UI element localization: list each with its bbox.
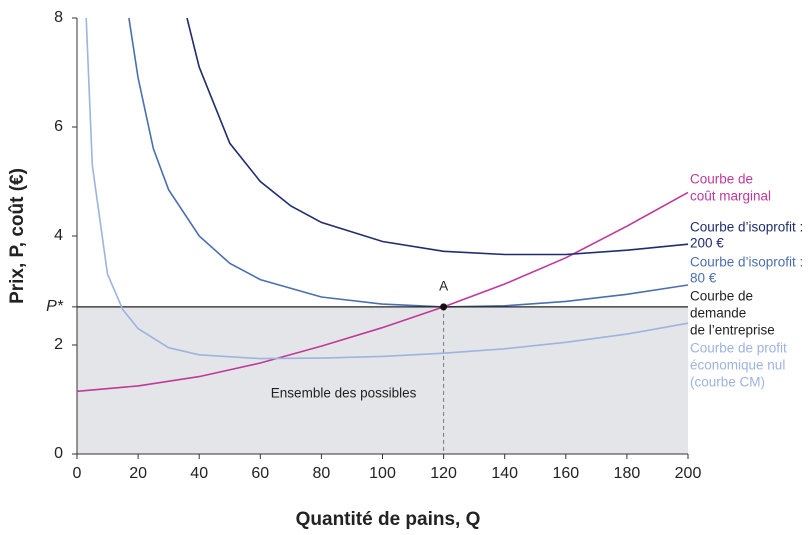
series-label: de l’entreprise xyxy=(690,323,775,338)
feasible-set xyxy=(77,306,688,454)
series-line xyxy=(186,17,689,256)
y-tick-label: 0 xyxy=(54,445,63,462)
y-tick-label: P* xyxy=(46,298,64,315)
x-tick-label: 160 xyxy=(552,465,579,482)
x-tick-label: 0 xyxy=(73,465,82,482)
series-label: Courbe de xyxy=(690,172,753,187)
region-label: Ensemble des possibles xyxy=(271,386,417,401)
x-tick-label: 100 xyxy=(369,465,396,482)
x-tick-label: 200 xyxy=(675,465,702,482)
point-a xyxy=(440,303,448,311)
x-tick-label: 40 xyxy=(190,465,208,482)
series-label: économique nul xyxy=(690,358,785,373)
series-label: Courbe d’isoprofit : xyxy=(690,255,803,270)
series-line xyxy=(77,191,689,393)
series-label: demande xyxy=(690,306,746,321)
series-label: Courbe d’isoprofit : xyxy=(690,220,803,235)
series-label: 80 € xyxy=(690,271,717,286)
x-tick-label: 60 xyxy=(251,465,269,482)
point-label: A xyxy=(439,278,448,293)
y-tick-label: 6 xyxy=(54,118,63,135)
series-label: 200 € xyxy=(690,236,724,251)
x-tick-label: 80 xyxy=(313,465,331,482)
x-tick-label: 20 xyxy=(129,465,147,482)
y-tick-label: 2 xyxy=(54,336,63,353)
y-tick-label: 4 xyxy=(54,227,63,244)
plot-background xyxy=(77,306,688,454)
series-line xyxy=(128,17,689,308)
y-tick-label: 8 xyxy=(54,9,63,26)
series-label: Courbe de profit xyxy=(690,341,787,356)
x-tick-label: 120 xyxy=(430,465,457,482)
series-group xyxy=(77,17,689,393)
y-axis-label: Prix, P, coût (€) xyxy=(7,168,28,304)
x-tick-label: 140 xyxy=(491,465,518,482)
series-label: Courbe de xyxy=(690,289,753,304)
series-label: (courbe CM) xyxy=(690,375,765,390)
x-axis-label: Quantité de pains, Q xyxy=(296,509,481,530)
series-label: coût marginal xyxy=(690,189,771,204)
series-line xyxy=(85,17,689,360)
x-tick-label: 180 xyxy=(614,465,641,482)
